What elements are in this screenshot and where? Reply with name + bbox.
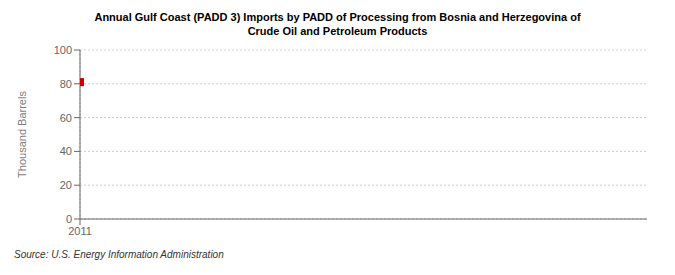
svg-text:Thousand Barrels: Thousand Barrels [16, 91, 28, 178]
svg-text:20: 20 [60, 179, 72, 191]
svg-text:100: 100 [54, 44, 72, 56]
html-text:Source: U.S. Energy Informatio: Source: U.S. Energy Information Administ… [14, 249, 224, 260]
svg-text:80: 80 [60, 78, 72, 90]
svg-text:2011: 2011 [68, 225, 92, 237]
svg-text:0: 0 [66, 213, 72, 225]
svg-text:40: 40 [60, 145, 72, 157]
svg-text:60: 60 [60, 112, 72, 124]
html-text:Annual Gulf Coast (PADD 3) Imp: Annual Gulf Coast (PADD 3) Imports by PA… [94, 11, 581, 37]
